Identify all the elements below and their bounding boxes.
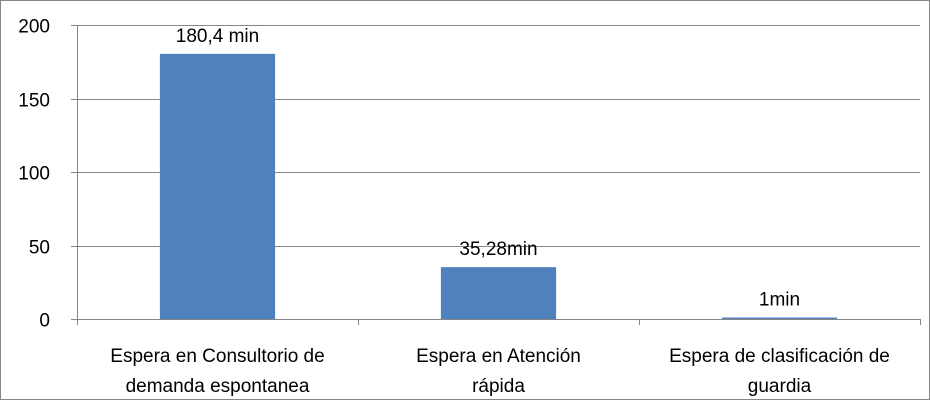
category-label: demanda espontanea [126,376,310,397]
category-label: guardia [748,376,812,397]
y-tick-label: 0 [39,311,50,332]
data-label: 35,28min [459,239,537,260]
y-tick-label: 200 [18,17,50,38]
category-label: Espera en Consultorio de [110,346,324,367]
data-label: 1min [759,290,800,311]
y-tick-label: 100 [18,164,50,185]
category-label: Espera en Atención [416,346,581,367]
y-tick-label: 150 [18,91,50,112]
category-label: rápida [472,376,525,397]
bar [440,267,557,319]
bar [159,53,276,319]
y-tick-label: 50 [29,238,50,259]
category-label: Espera de clasificación de [669,346,890,367]
data-label: 180,4 min [176,26,259,47]
bar [721,317,838,319]
